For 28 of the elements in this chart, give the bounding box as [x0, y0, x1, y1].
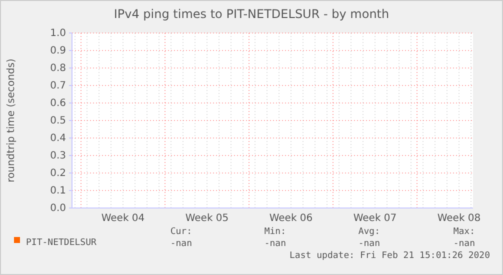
y-tick-label: 0.3	[50, 150, 66, 162]
y-tick-label: 0.9	[50, 46, 66, 57]
text: -nan	[264, 239, 286, 249]
y-tick-label: 0.1	[50, 186, 66, 197]
x-tick-label: Week 05	[185, 213, 229, 224]
chart-title: IPv4 ping times to PIT-NETDELSUR - by month	[114, 7, 390, 21]
text: Last update: Fri Feb 21 15:01:26 2020	[290, 251, 490, 261]
y-tick-label: 0.7	[50, 80, 66, 92]
x-tick-label: Week 06	[269, 213, 313, 224]
y-tick-label: 0.4	[50, 133, 66, 144]
text: -nan	[358, 239, 380, 249]
text: -nan	[170, 239, 192, 249]
x-tick-label: Week 07	[353, 213, 397, 224]
y-tick-label: 0.8	[50, 63, 66, 74]
text: -nan	[453, 239, 475, 249]
x-tick-label: Week 08	[437, 213, 481, 224]
y-tick-label: 0.5	[50, 116, 66, 127]
legend-label: PIT-NETDELSUR	[26, 238, 98, 248]
text: Cur:	[170, 227, 192, 237]
text: Min:	[264, 227, 286, 237]
y-axis-title: roundtrip time (seconds)	[6, 58, 17, 182]
text: Avg:	[358, 227, 380, 237]
x-tick-label: Week 04	[101, 213, 145, 224]
text: Max:	[453, 227, 475, 237]
y-tick-label: 0.0	[50, 203, 66, 214]
y-tick-label: 0.2	[50, 168, 66, 180]
y-tick-label: 0.6	[50, 98, 66, 110]
y-tick-label: 1.0	[50, 28, 66, 40]
